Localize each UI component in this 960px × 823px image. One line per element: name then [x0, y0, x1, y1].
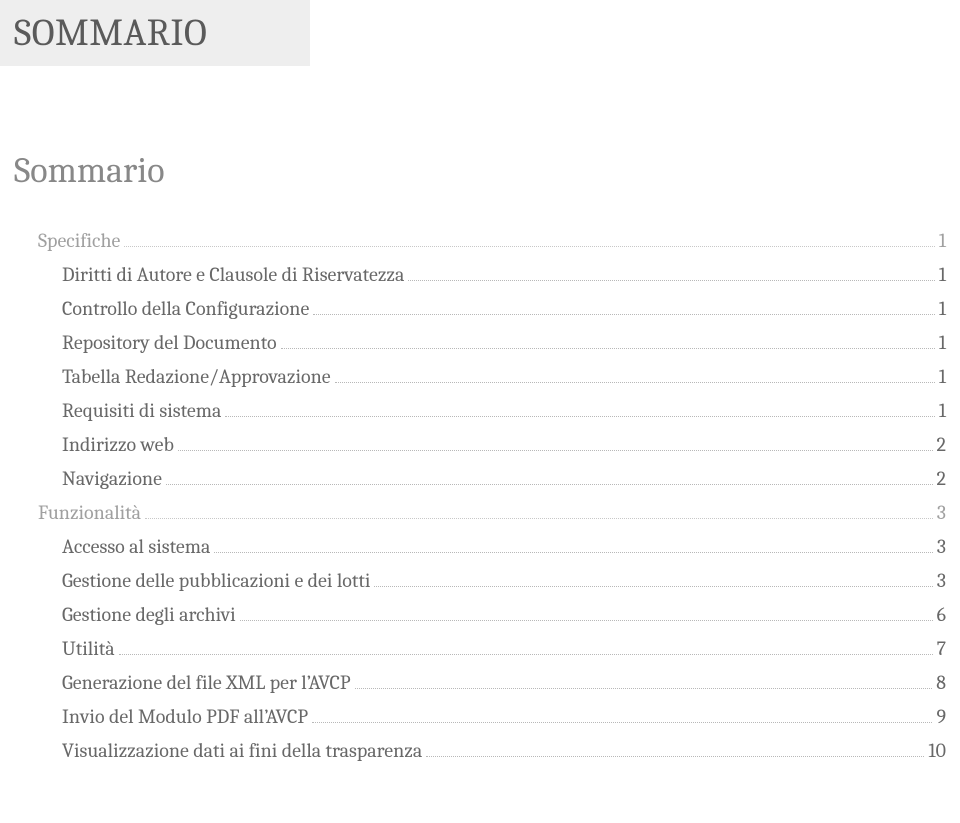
toc-entry-label: Diritti di Autore e Clausole di Riservat…	[62, 265, 404, 285]
toc-leader-line	[408, 280, 934, 281]
document-page: SOMMARIO Sommario Specifiche 1 Diritti di …	[0, 0, 960, 823]
toc-leader-line	[313, 314, 934, 315]
toc-entry: Utilità 7	[14, 639, 946, 659]
toc-entry-page: 10	[928, 741, 946, 761]
toc-leader-line	[240, 620, 933, 621]
toc-entry-page: 3	[937, 571, 946, 591]
page-header-title: SOMMARIO	[14, 11, 207, 55]
toc-entry: Accesso al sistema 3	[14, 537, 946, 557]
toc-leader-line	[335, 382, 935, 383]
toc-leader-line	[374, 586, 932, 587]
toc-leader-line	[214, 552, 932, 553]
toc-entry-page: 1	[939, 401, 946, 421]
toc-leader-line	[145, 518, 933, 519]
toc-entry: Tabella Redazione/Approvazione 1	[14, 367, 946, 387]
toc-entry-page: 2	[937, 435, 946, 455]
toc-entry-label: Generazione del file XML per l’AVCP	[62, 673, 351, 693]
toc-entry-page: 8	[936, 673, 946, 693]
toc-entry: Indirizzo web 2	[14, 435, 946, 455]
toc-entry: Specifiche 1	[14, 231, 946, 251]
toc-entry: Generazione del file XML per l’AVCP 8	[14, 673, 946, 693]
toc-entry: Invio del Modulo PDF all’AVCP 9	[14, 707, 946, 727]
toc-entry-page: 3	[937, 537, 946, 557]
toc-entry: Requisiti di sistema 1	[14, 401, 946, 421]
toc-entry: Controllo della Configurazione 1	[14, 299, 946, 319]
toc-entry-label: Utilità	[62, 639, 115, 659]
toc-entry-page: 1	[939, 299, 946, 319]
toc-entry-page: 1	[939, 367, 946, 387]
toc-leader-line	[119, 654, 933, 655]
toc-leader-line	[124, 246, 934, 247]
toc-entry-label: Repository del Documento	[62, 333, 277, 353]
toc-entry-label: Requisiti di sistema	[62, 401, 221, 421]
toc-leader-line	[355, 688, 933, 689]
toc-entry-label: Controllo della Configurazione	[62, 299, 309, 319]
toc-entry: Funzionalità 3	[14, 503, 946, 523]
toc-entry-label: Tabella Redazione/Approvazione	[62, 367, 331, 387]
toc-leader-line	[225, 416, 934, 417]
toc-entry-label: Visualizzazione dati ai fini della trasp…	[62, 741, 422, 761]
toc-entry: Visualizzazione dati ai fini della trasp…	[14, 741, 946, 761]
toc-title: Sommario	[14, 150, 946, 191]
toc-entry-label: Accesso al sistema	[62, 537, 210, 557]
page-header-banner: SOMMARIO	[0, 0, 310, 66]
toc-entry-page: 7	[937, 639, 946, 659]
toc-leader-line	[312, 722, 932, 723]
toc-entry-page: 1	[939, 265, 946, 285]
toc-entry-label: Indirizzo web	[62, 435, 174, 455]
toc-entry: Navigazione 2	[14, 469, 946, 489]
toc-entry-label: Specifiche	[38, 231, 120, 251]
toc-entry-page: 1	[939, 231, 946, 251]
toc-entry-page: 2	[937, 469, 946, 489]
toc-leader-line	[426, 756, 924, 757]
toc-entry: Diritti di Autore e Clausole di Riservat…	[14, 265, 946, 285]
toc-entry-page: 3	[937, 503, 946, 523]
toc-entry-label: Gestione degli archivi	[62, 605, 236, 625]
toc-entry: Gestione delle pubblicazioni e dei lotti…	[14, 571, 946, 591]
toc-leader-line	[178, 450, 933, 451]
toc-entry: Gestione degli archivi 6	[14, 605, 946, 625]
toc-entries: Specifiche 1 Diritti di Autore e Clausole …	[14, 231, 946, 761]
toc-entry-label: Funzionalità	[38, 503, 141, 523]
toc-entry-page: 6	[937, 605, 946, 625]
toc-entry-page: 1	[939, 333, 946, 353]
toc-entry: Repository del Documento 1	[14, 333, 946, 353]
toc-container: Sommario Specifiche 1 Diritti di Autore e …	[14, 150, 946, 775]
toc-entry-label: Gestione delle pubblicazioni e dei lotti	[62, 571, 370, 591]
toc-leader-line	[166, 484, 933, 485]
toc-leader-line	[281, 348, 935, 349]
toc-entry-label: Navigazione	[62, 469, 162, 489]
toc-entry-label: Invio del Modulo PDF all’AVCP	[62, 707, 308, 727]
toc-entry-page: 9	[936, 707, 946, 727]
